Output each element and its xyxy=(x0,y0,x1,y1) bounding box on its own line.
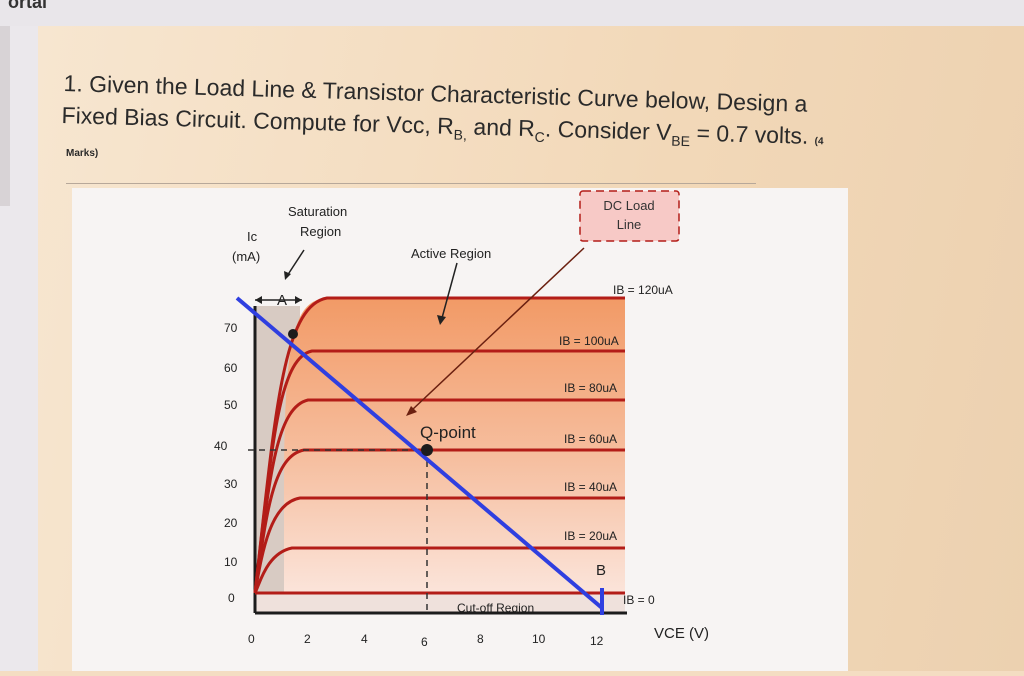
saturation-point xyxy=(288,329,298,339)
y-tick-30: 30 xyxy=(224,477,238,491)
ib-label-120: IB = 120uA xyxy=(613,283,673,297)
active-region-arrow xyxy=(441,262,458,319)
y-tick-60: 60 xyxy=(224,361,238,375)
divider-line xyxy=(66,183,756,184)
x-tick-4: 4 xyxy=(361,632,368,646)
x-tick-0: 0 xyxy=(248,632,255,646)
browser-top-text: ortal xyxy=(8,0,48,12)
dc-load-line-arrow-head xyxy=(406,406,417,416)
marks-label: Marks) xyxy=(66,148,99,159)
saturation-arrow-head xyxy=(284,271,291,280)
x-tick-6: 6 xyxy=(421,635,428,649)
saturation-label-1: Saturation xyxy=(288,204,347,219)
y-tick-70: 70 xyxy=(224,321,238,335)
dc-load-line-box xyxy=(579,190,680,242)
x-tick-labels: 0 2 4 6 8 10 12 xyxy=(248,632,604,649)
ib-curve-labels: IB = 120uA IB = 100uA IB = 80uA IB = 60u… xyxy=(559,283,673,607)
active-region-label: Active Region xyxy=(411,246,491,261)
cutoff-region-label: Cut-off Region xyxy=(457,601,534,615)
x-tick-12: 12 xyxy=(590,634,604,648)
marks-open: (4 xyxy=(814,136,824,148)
x-tick-2: 2 xyxy=(304,632,311,646)
question-text-part-3: . Consider V xyxy=(544,115,672,146)
point-b-label: B xyxy=(596,562,606,579)
rc-subscript: C xyxy=(534,128,545,146)
y-tick-50: 50 xyxy=(224,398,238,412)
q-point-dot xyxy=(421,444,433,456)
ib-label-20: IB = 20uA xyxy=(564,529,617,543)
x-tick-10: 10 xyxy=(532,632,546,646)
point-a-arrow-head-right xyxy=(295,296,302,304)
ib-label-80: IB = 80uA xyxy=(564,381,617,395)
q-point-label: Q-point xyxy=(420,423,476,442)
left-edge-panel xyxy=(0,26,10,206)
ib-label-40: IB = 40uA xyxy=(564,480,617,494)
transistor-characteristic-figure: DC Load Line Saturation Region Active Re… xyxy=(72,188,848,671)
ib-label-60: IB = 60uA xyxy=(564,432,617,446)
y-tick-0: 0 xyxy=(228,591,235,605)
ib-label-100: IB = 100uA xyxy=(559,334,619,348)
dc-load-line-arrow xyxy=(411,247,585,411)
question-text-part-2: and R xyxy=(466,113,536,142)
active-region-fill xyxy=(284,298,625,593)
y-axis-label-1: Ic xyxy=(247,229,258,244)
ib-label-0: IB = 0 xyxy=(623,593,655,607)
question-text-part-4: = 0.7 volts. xyxy=(689,119,809,149)
characteristic-curve-diagram: DC Load Line Saturation Region Active Re… xyxy=(214,190,709,649)
dc-load-line-label-1: DC Load xyxy=(603,198,654,213)
ib-curves xyxy=(253,296,625,595)
point-a-label: A xyxy=(277,292,287,309)
cutoff-region-band xyxy=(255,593,625,613)
curve-ib-120 xyxy=(253,296,625,594)
rb-subscript: B, xyxy=(453,126,468,143)
y-tick-20: 20 xyxy=(224,516,238,530)
x-tick-8: 8 xyxy=(477,632,484,646)
vbe-subscript: BE xyxy=(671,132,691,150)
saturation-label-2: Region xyxy=(300,224,341,239)
saturation-arrow xyxy=(286,249,305,277)
y-tick-40: 40 xyxy=(214,439,228,453)
y-axis-label-2: (mA) xyxy=(232,249,260,264)
active-region-arrow-head xyxy=(437,315,446,325)
y-tick-labels: 70 60 50 40 30 20 10 0 xyxy=(214,321,238,605)
dc-load-line-label-2: Line xyxy=(617,217,642,232)
y-tick-10: 10 xyxy=(224,555,238,569)
browser-top-bar: ortal xyxy=(0,0,1024,26)
x-axis-label: VCE (V) xyxy=(654,625,709,642)
point-a-arrow-head-left xyxy=(255,296,262,304)
dc-load-line xyxy=(235,296,604,610)
